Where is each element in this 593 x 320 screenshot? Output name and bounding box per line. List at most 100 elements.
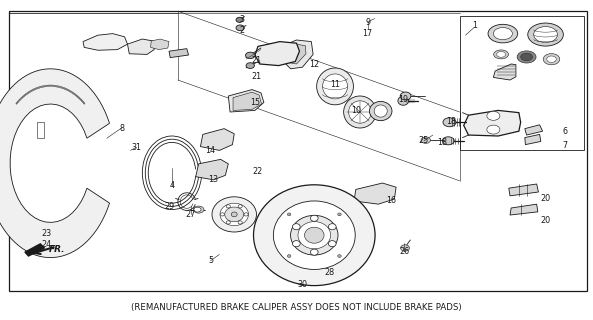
Text: 20: 20 <box>540 194 551 203</box>
Text: 24: 24 <box>41 240 52 249</box>
Ellipse shape <box>194 207 201 212</box>
Ellipse shape <box>534 27 557 43</box>
Text: 29: 29 <box>164 202 174 211</box>
Ellipse shape <box>221 213 224 216</box>
Text: 21: 21 <box>251 56 262 65</box>
Polygon shape <box>196 159 228 180</box>
Bar <box>460 16 584 150</box>
Ellipse shape <box>298 279 307 285</box>
Ellipse shape <box>521 53 533 61</box>
Text: 12: 12 <box>309 60 320 68</box>
Ellipse shape <box>493 28 512 40</box>
Text: 17: 17 <box>362 29 373 38</box>
Ellipse shape <box>244 213 248 216</box>
Polygon shape <box>0 69 110 258</box>
Ellipse shape <box>400 92 411 100</box>
Ellipse shape <box>329 241 336 247</box>
Bar <box>9 11 587 291</box>
Text: 26: 26 <box>399 247 410 256</box>
Text: 14: 14 <box>206 146 215 155</box>
Ellipse shape <box>292 224 300 230</box>
Ellipse shape <box>238 205 243 208</box>
Ellipse shape <box>442 137 454 145</box>
Text: (REMANUFACTURED BRAKE CALIPER ASSY DOES NOT INCLUDE BRAKE PADS): (REMANUFACTURED BRAKE CALIPER ASSY DOES … <box>131 303 462 312</box>
Text: 11: 11 <box>330 80 340 89</box>
Polygon shape <box>25 244 44 256</box>
Ellipse shape <box>488 24 518 43</box>
Ellipse shape <box>292 241 300 247</box>
Ellipse shape <box>220 203 248 226</box>
Ellipse shape <box>337 213 341 216</box>
Ellipse shape <box>547 56 556 62</box>
Text: 1: 1 <box>472 21 477 30</box>
Polygon shape <box>151 39 169 50</box>
Text: 19: 19 <box>398 95 409 104</box>
Polygon shape <box>37 122 44 138</box>
Ellipse shape <box>231 212 237 217</box>
Polygon shape <box>255 42 299 66</box>
Ellipse shape <box>401 245 409 251</box>
Polygon shape <box>493 64 516 80</box>
Ellipse shape <box>288 213 291 216</box>
Text: 6: 6 <box>562 127 567 136</box>
Ellipse shape <box>543 53 560 65</box>
Ellipse shape <box>443 118 456 127</box>
Ellipse shape <box>227 221 230 224</box>
Ellipse shape <box>517 51 536 63</box>
Ellipse shape <box>246 63 254 68</box>
Polygon shape <box>228 90 264 112</box>
Ellipse shape <box>337 255 341 258</box>
Text: 9: 9 <box>365 18 370 27</box>
Ellipse shape <box>311 249 318 255</box>
Ellipse shape <box>496 52 505 57</box>
Polygon shape <box>464 110 521 136</box>
Ellipse shape <box>212 197 257 232</box>
Ellipse shape <box>329 224 336 230</box>
Text: 21: 21 <box>251 72 262 81</box>
Text: 13: 13 <box>209 175 218 184</box>
Ellipse shape <box>323 74 347 99</box>
Polygon shape <box>278 40 313 69</box>
Text: 27: 27 <box>186 210 196 219</box>
Text: 3: 3 <box>240 15 244 24</box>
Ellipse shape <box>528 23 563 46</box>
Ellipse shape <box>398 96 409 105</box>
Ellipse shape <box>291 215 338 255</box>
Ellipse shape <box>254 185 375 286</box>
Text: 18: 18 <box>446 117 455 126</box>
Ellipse shape <box>225 207 244 222</box>
Polygon shape <box>525 134 541 145</box>
Polygon shape <box>169 49 189 58</box>
Ellipse shape <box>246 52 255 59</box>
Polygon shape <box>83 34 127 50</box>
Text: 28: 28 <box>324 268 334 277</box>
Ellipse shape <box>236 17 243 22</box>
Text: 4: 4 <box>170 181 174 190</box>
Ellipse shape <box>288 255 291 258</box>
Ellipse shape <box>227 205 230 208</box>
Ellipse shape <box>273 201 355 269</box>
Ellipse shape <box>236 25 244 31</box>
Polygon shape <box>510 204 538 215</box>
Ellipse shape <box>487 111 500 120</box>
Polygon shape <box>127 39 154 54</box>
Ellipse shape <box>298 222 331 249</box>
Text: 25: 25 <box>419 136 429 145</box>
Text: 22: 22 <box>253 167 263 176</box>
Text: 5: 5 <box>208 256 213 265</box>
Ellipse shape <box>238 221 243 224</box>
Text: 23: 23 <box>41 229 52 238</box>
Ellipse shape <box>343 96 376 128</box>
Text: 15: 15 <box>250 98 260 107</box>
Text: 18: 18 <box>437 138 447 147</box>
Ellipse shape <box>349 101 371 123</box>
Text: 7: 7 <box>562 141 567 150</box>
Text: 30: 30 <box>298 280 307 289</box>
Text: 2: 2 <box>240 26 244 35</box>
Polygon shape <box>525 125 543 135</box>
Ellipse shape <box>493 50 508 59</box>
Ellipse shape <box>374 105 387 117</box>
Ellipse shape <box>369 101 392 121</box>
Polygon shape <box>509 184 538 196</box>
Polygon shape <box>200 129 234 150</box>
